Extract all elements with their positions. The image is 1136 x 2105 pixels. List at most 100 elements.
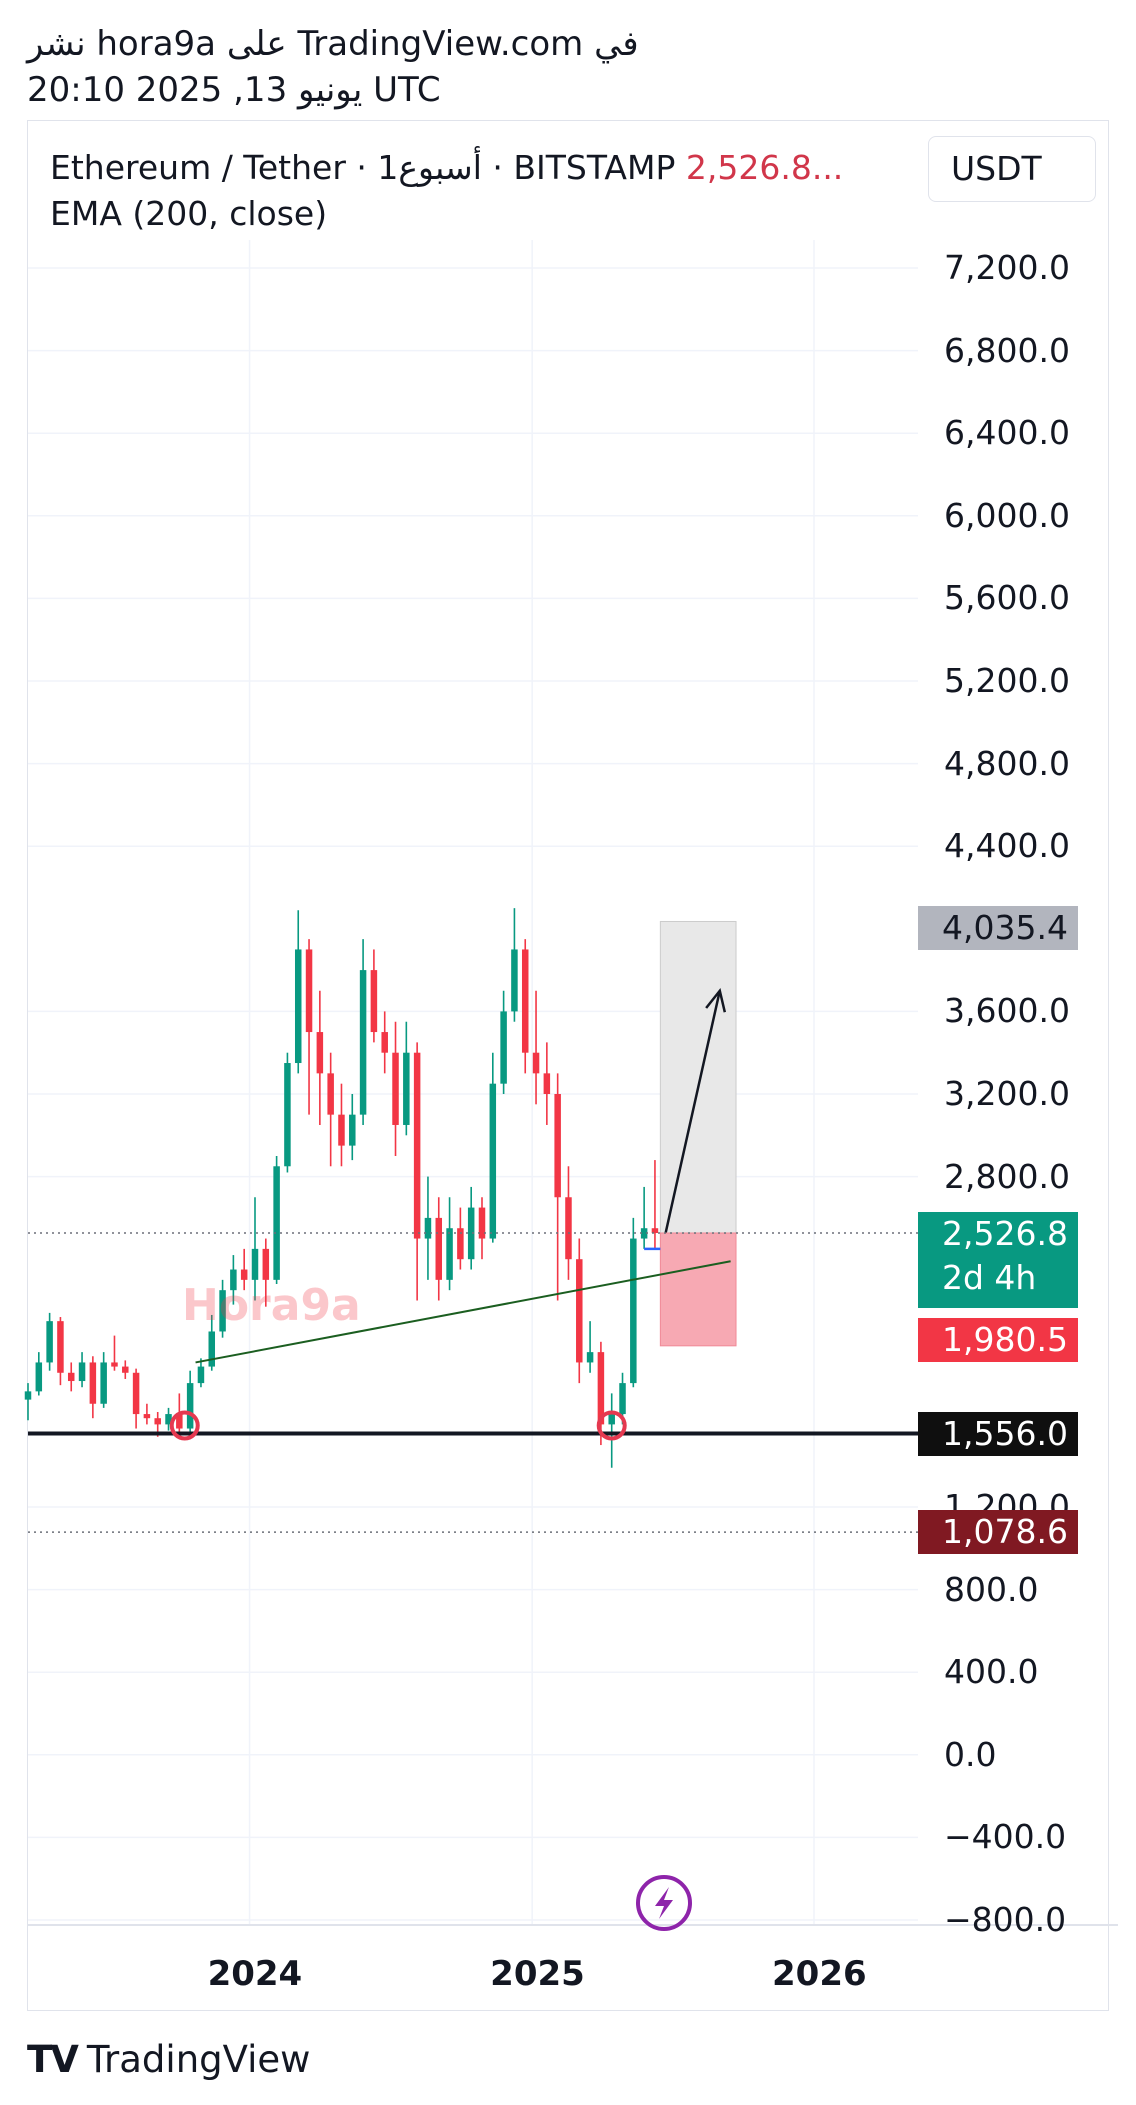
candle-body xyxy=(327,1073,334,1115)
candle-body xyxy=(576,1259,583,1363)
legend-symbol[interactable]: Ethereum / Tether · 1أسبوع · BITSTAMP 2,… xyxy=(50,148,843,188)
candle-body xyxy=(132,1372,140,1415)
candle-body xyxy=(122,1366,129,1373)
bar-countdown: 2d 4h xyxy=(942,1258,1037,1297)
candle-body xyxy=(511,949,518,1012)
candle-body xyxy=(630,1238,637,1384)
candle-body xyxy=(467,1207,475,1260)
author-watermark: Hora9a xyxy=(182,1280,361,1331)
x-tick-label: 2024 xyxy=(207,1954,303,1994)
candle-body xyxy=(100,1362,107,1404)
projection-arrow-head xyxy=(705,987,727,1013)
candle-body xyxy=(565,1197,572,1260)
y-tick-label: −800.0 xyxy=(944,1900,1067,1939)
y-tick-label: 0.0 xyxy=(944,1734,997,1774)
candle-body xyxy=(294,949,302,1064)
legend-symbol-text: Ethereum / Tether · 1أسبوع · BITSTAMP xyxy=(50,148,676,187)
low-price-badge: 1,078.6 xyxy=(918,1510,1078,1554)
stop-zone xyxy=(659,1232,737,1347)
y-tick-label: 3,600.0 xyxy=(944,991,1070,1031)
candle-body xyxy=(251,1248,259,1280)
candle-body xyxy=(154,1418,161,1425)
candle-body xyxy=(89,1362,97,1404)
x-tick-label: 2026 xyxy=(772,1954,867,1994)
candle-body xyxy=(24,1391,32,1400)
candle-body xyxy=(67,1372,75,1382)
legend-price: 2,526.8... xyxy=(685,148,844,187)
candle-body xyxy=(521,949,529,1053)
y-tick-label: 400.0 xyxy=(944,1652,1039,1692)
y-tick-label: 7,200.0 xyxy=(944,248,1070,287)
publish-date: 20:10 2025 ,13 يونيو UTC xyxy=(27,70,441,110)
candle-body xyxy=(435,1217,443,1280)
trend-line xyxy=(195,1260,731,1364)
candle-body xyxy=(230,1269,237,1291)
candle-body xyxy=(489,1083,497,1239)
y-tick-label: 4,400.0 xyxy=(944,826,1070,866)
tradingview-logo-icon: TV xyxy=(27,2038,79,2081)
y-tick-label: 5,600.0 xyxy=(944,578,1070,618)
candle-body xyxy=(111,1362,118,1367)
target-zone xyxy=(659,920,737,1234)
candle-body xyxy=(446,1228,453,1280)
candle-body xyxy=(186,1383,194,1429)
current-price-badge: 2,526.8 2d 4h xyxy=(918,1212,1078,1308)
candle-body xyxy=(78,1362,86,1382)
candle-body xyxy=(651,1228,659,1234)
candle-body xyxy=(57,1321,64,1373)
y-tick-label: 6,400.0 xyxy=(944,413,1070,453)
candle-body xyxy=(457,1228,464,1260)
candle-body xyxy=(284,1063,291,1167)
candle-body xyxy=(46,1321,53,1363)
candle-body xyxy=(640,1228,648,1239)
candle-body xyxy=(543,1073,551,1094)
lightning-icon xyxy=(655,1887,673,1919)
marked-low-circle xyxy=(596,1410,627,1441)
x-tick-label: 2025 xyxy=(490,1954,585,1994)
candle-body xyxy=(413,1052,421,1239)
candle-body xyxy=(176,1414,183,1429)
candle-body xyxy=(424,1217,432,1239)
stop-price-badge: 1,980.5 xyxy=(918,1318,1078,1362)
candle-body xyxy=(597,1352,605,1425)
currency-selector[interactable]: USDT xyxy=(928,136,1096,202)
y-tick-label: 6,000.0 xyxy=(944,495,1070,535)
candle-body xyxy=(338,1114,345,1146)
candle-body xyxy=(532,1052,540,1074)
tradingview-logo[interactable]: TV TradingView xyxy=(27,2038,310,2081)
candle-body xyxy=(619,1383,626,1415)
candle-body xyxy=(240,1269,248,1280)
candle-body xyxy=(262,1248,270,1280)
candle-body xyxy=(349,1114,356,1146)
candle-body xyxy=(381,1032,388,1053)
candle-body xyxy=(403,1052,410,1125)
support-price-badge: 1,556.0 xyxy=(918,1412,1078,1456)
candle-body xyxy=(359,970,367,1115)
candle-body xyxy=(554,1094,561,1198)
candle-body xyxy=(370,970,378,1033)
y-tick-label: 2,800.0 xyxy=(944,1156,1070,1196)
lightning-icon-ring xyxy=(636,1875,692,1931)
marked-low-circle xyxy=(169,1410,200,1441)
publisher-line: نشر hora9a على TradingView.com في xyxy=(27,24,639,64)
projection-arrow-shaft xyxy=(664,990,722,1233)
legend-indicator[interactable]: EMA (200, close) xyxy=(50,194,328,233)
candle-body xyxy=(165,1414,172,1425)
candle-body xyxy=(316,1032,324,1074)
candle-body xyxy=(392,1052,399,1125)
y-tick-label: 4,800.0 xyxy=(944,743,1070,783)
y-tick-label: 5,200.0 xyxy=(944,661,1070,700)
y-tick-label: −400.0 xyxy=(944,1817,1067,1857)
target-price-badge: 4,035.4 xyxy=(918,906,1078,950)
candle-body xyxy=(305,949,313,1033)
candle-body xyxy=(197,1366,205,1384)
candle-body xyxy=(608,1414,615,1425)
candle-body xyxy=(208,1331,216,1367)
candle-body xyxy=(143,1414,151,1419)
candle-body xyxy=(500,1011,507,1084)
candle-body xyxy=(273,1166,280,1280)
candle-body xyxy=(219,1290,226,1332)
candle-body xyxy=(478,1207,486,1239)
y-tick-label: 800.0 xyxy=(944,1569,1039,1609)
